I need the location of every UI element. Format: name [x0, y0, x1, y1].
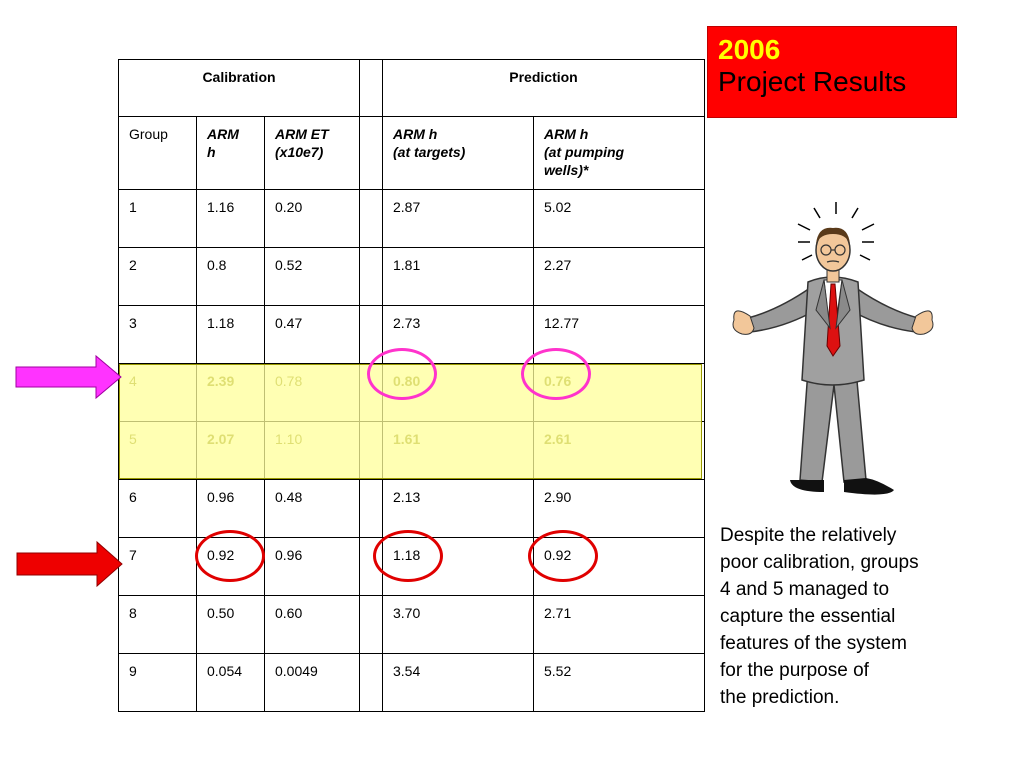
cell-group: 4: [118, 363, 197, 422]
cell-arm-h-wells: 2.27: [533, 247, 705, 306]
spacer-cell: [359, 537, 383, 596]
col-arm-h-targets: ARM h (at targets): [382, 116, 534, 190]
cell-arm-h-wells: 2.90: [533, 479, 705, 538]
cell-arm-h-targets: 1.61: [382, 421, 534, 480]
table-row: 1 1.16 0.20 2.87 5.02: [118, 189, 705, 248]
cell-arm-et: 0.96: [264, 537, 360, 596]
title-box: 2006 Project Results: [707, 26, 957, 118]
spacer-cell: [359, 653, 383, 712]
cell-arm-h-targets: 2.73: [382, 305, 534, 364]
cell-group: 5: [118, 421, 197, 480]
col-arm-h-wells: ARM h (at pumping wells)*: [533, 116, 705, 190]
cell-arm-et: 0.78: [264, 363, 360, 422]
title-year: 2006: [718, 34, 781, 65]
magenta-arrow-icon: [15, 354, 122, 400]
cell-arm-h: 2.39: [196, 363, 265, 422]
cell-arm-h: 1.18: [196, 305, 265, 364]
spacer-cell: [359, 421, 383, 480]
red-arrow-icon: [16, 540, 123, 588]
cell-arm-et: 0.60: [264, 595, 360, 654]
col-arm-et: ARM ET (x10e7): [264, 116, 360, 190]
results-table: Calibration Prediction Group ARM h ARM E…: [118, 59, 705, 712]
col-group: Group: [118, 116, 197, 190]
spacer-cell: [359, 116, 383, 190]
table-row: 7 0.92 0.96 1.18 0.92: [118, 537, 705, 596]
table-row: 6 0.96 0.48 2.13 2.90: [118, 479, 705, 538]
cell-group: 1: [118, 189, 197, 248]
spacer-cell: [359, 363, 383, 422]
spacer-cell: [359, 595, 383, 654]
cell-arm-h: 1.16: [196, 189, 265, 248]
spacer-cell: [359, 247, 383, 306]
cell-group: 2: [118, 247, 197, 306]
cell-group: 9: [118, 653, 197, 712]
cell-arm-h-targets: 1.81: [382, 247, 534, 306]
cell-group: 3: [118, 305, 197, 364]
cell-arm-et: 1.10: [264, 421, 360, 480]
cell-arm-h-targets: 2.87: [382, 189, 534, 248]
cell-arm-h: 0.054: [196, 653, 265, 712]
cell-arm-h-wells: 0.92: [533, 537, 705, 596]
cell-arm-h: 0.96: [196, 479, 265, 538]
cell-arm-h-wells: 2.71: [533, 595, 705, 654]
table-row: 8 0.50 0.60 3.70 2.71: [118, 595, 705, 654]
cell-arm-h-wells: 5.02: [533, 189, 705, 248]
shrugging-man-illustration: [732, 202, 934, 495]
spacer-cell: [359, 479, 383, 538]
table-row: 3 1.18 0.47 2.73 12.77: [118, 305, 705, 364]
cell-arm-h-targets: 0.80: [382, 363, 534, 422]
table-row: 2 0.8 0.52 1.81 2.27: [118, 247, 705, 306]
title-text: Project Results: [718, 66, 907, 97]
cell-arm-et: 0.52: [264, 247, 360, 306]
cell-arm-h-wells: 5.52: [533, 653, 705, 712]
spacer-cell: [359, 305, 383, 364]
cell-arm-h-wells: 2.61: [533, 421, 705, 480]
col-arm-h: ARM h: [196, 116, 265, 190]
cell-arm-et: 0.47: [264, 305, 360, 364]
table-row: 9 0.054 0.0049 3.54 5.52: [118, 653, 705, 712]
calibration-header: Calibration: [118, 59, 360, 117]
cell-arm-et: 0.20: [264, 189, 360, 248]
cell-arm-h-wells: 12.77: [533, 305, 705, 364]
cell-arm-h: 2.07: [196, 421, 265, 480]
cell-arm-h-targets: 3.54: [382, 653, 534, 712]
table-row: 5 2.07 1.10 1.61 2.61: [118, 421, 705, 480]
table-row: 4 2.39 0.78 0.80 0.76: [118, 363, 705, 422]
cell-arm-h: 0.8: [196, 247, 265, 306]
spacer-cell: [359, 189, 383, 248]
cell-arm-h-targets: 3.70: [382, 595, 534, 654]
cell-group: 7: [118, 537, 197, 596]
cell-arm-h-targets: 2.13: [382, 479, 534, 538]
cell-arm-h: 0.92: [196, 537, 265, 596]
cell-arm-et: 0.0049: [264, 653, 360, 712]
caption-text: Despite the relatively poor calibration,…: [720, 525, 919, 708]
cell-group: 8: [118, 595, 197, 654]
cell-arm-h-targets: 1.18: [382, 537, 534, 596]
cell-arm-et: 0.48: [264, 479, 360, 538]
spacer-cell: [359, 59, 383, 117]
cell-arm-h-wells: 0.76: [533, 363, 705, 422]
prediction-header: Prediction: [382, 59, 705, 117]
cell-group: 6: [118, 479, 197, 538]
cell-arm-h: 0.50: [196, 595, 265, 654]
